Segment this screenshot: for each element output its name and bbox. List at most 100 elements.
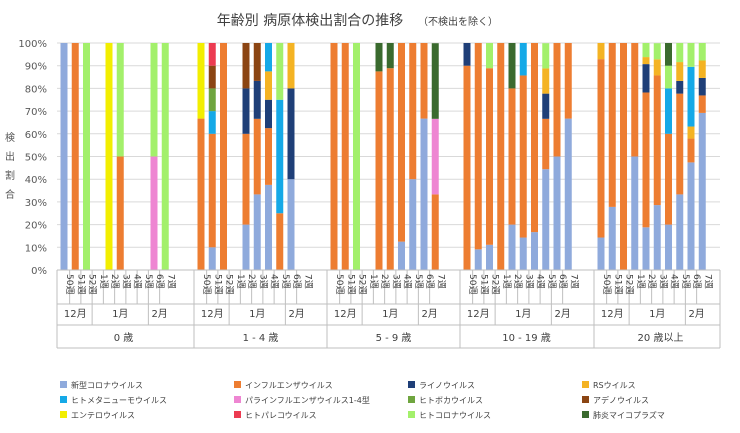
legend-label: パラインフルエンザウイルス1-4型 bbox=[245, 396, 370, 405]
x-week-label: 50週 bbox=[334, 274, 345, 294]
legend-label: アデノウイルス bbox=[593, 395, 649, 405]
legend-swatch bbox=[234, 396, 241, 403]
bar-segment bbox=[542, 43, 550, 69]
bar-segment bbox=[253, 194, 261, 270]
bar-segment bbox=[665, 43, 672, 66]
bar-segment bbox=[608, 206, 616, 270]
legend-swatch bbox=[60, 411, 67, 418]
x-month-label: 2月 bbox=[151, 308, 167, 320]
bar-segment bbox=[642, 64, 650, 93]
x-age-group-label: 5 - 9 歳 bbox=[376, 332, 412, 344]
bar-segment bbox=[597, 237, 605, 270]
x-week-label: 51週 bbox=[212, 274, 223, 294]
bar-segment bbox=[653, 75, 661, 206]
x-week-label: 2週 bbox=[246, 274, 257, 289]
x-age-group-label: 20 歳以上 bbox=[638, 332, 684, 344]
bar-segment bbox=[330, 43, 338, 270]
x-week-label: 50週 bbox=[64, 274, 75, 294]
x-month-label: 12月 bbox=[601, 308, 624, 320]
bar-segment bbox=[208, 247, 216, 270]
y-tick-label: 80% bbox=[25, 84, 47, 95]
legend-label: 新型コロナウイルス bbox=[71, 380, 143, 390]
bar-segment bbox=[431, 43, 439, 119]
x-week-label: 3週 bbox=[390, 274, 401, 289]
bar-segment bbox=[197, 118, 205, 270]
x-week-label: 5週 bbox=[680, 274, 691, 289]
bar-segment bbox=[71, 43, 79, 270]
x-month-label: 12月 bbox=[467, 308, 490, 320]
y-axis-label: 検出割合 bbox=[5, 131, 15, 201]
bar-segment bbox=[486, 244, 493, 270]
x-week-label: 52週 bbox=[87, 274, 98, 294]
x-week-label: 50週 bbox=[601, 274, 612, 294]
legend-swatch bbox=[408, 396, 415, 403]
x-month-label: 12月 bbox=[334, 308, 357, 320]
bar-segment bbox=[676, 43, 684, 63]
y-label-char: 割 bbox=[5, 169, 15, 182]
bar-segment bbox=[687, 126, 695, 139]
y-tick-label: 40% bbox=[25, 175, 47, 186]
bar-segment bbox=[208, 133, 216, 248]
x-week-label: 2週 bbox=[512, 274, 523, 289]
x-week-label: 52週 bbox=[224, 274, 235, 294]
bar-segment bbox=[665, 88, 672, 134]
x-week-label: 4週 bbox=[669, 274, 680, 289]
x-week-label: 3週 bbox=[257, 274, 268, 289]
bar-segment bbox=[276, 213, 284, 270]
legend-label: ヒトボカウイルス bbox=[419, 396, 483, 405]
legend-label: インフルエンザウイルス bbox=[245, 381, 333, 390]
y-tick-label: 70% bbox=[25, 107, 47, 118]
x-week-label: 3週 bbox=[120, 274, 131, 289]
bar-segment bbox=[83, 43, 90, 270]
bar-segment bbox=[564, 43, 572, 119]
bar-segment bbox=[698, 95, 706, 113]
bar-segment bbox=[463, 43, 471, 66]
bar-segment bbox=[409, 43, 417, 180]
x-week-label: 5週 bbox=[546, 274, 557, 289]
x-week-label: 1週 bbox=[98, 274, 109, 289]
x-week-label: 4週 bbox=[132, 274, 143, 289]
y-label-char: 検 bbox=[5, 131, 15, 144]
bar-segment bbox=[386, 43, 394, 69]
x-week-label: 5週 bbox=[280, 274, 291, 289]
x-week-label: 2週 bbox=[109, 274, 120, 289]
x-week-label: 6週 bbox=[291, 274, 302, 289]
chart-title: 年齢別 病原体検出割合の推移 bbox=[217, 12, 403, 29]
x-week-label: 4週 bbox=[402, 274, 413, 289]
x-month-label: 1月 bbox=[112, 308, 128, 320]
bar-segment bbox=[486, 43, 493, 69]
bar-segment bbox=[519, 75, 527, 238]
y-tick-label: 100% bbox=[18, 39, 47, 50]
bar-segment bbox=[265, 128, 272, 185]
x-week-label: 1週 bbox=[235, 274, 246, 289]
bar-segment bbox=[553, 156, 561, 270]
bar-segment bbox=[265, 99, 272, 129]
bar-segment bbox=[341, 43, 349, 270]
x-week-label: 50週 bbox=[201, 274, 212, 294]
x-week-label: 5週 bbox=[413, 274, 424, 289]
bar-segment bbox=[474, 249, 482, 270]
bar-segment bbox=[698, 77, 706, 96]
x-week-label: 1週 bbox=[368, 274, 379, 289]
legend-swatch bbox=[60, 396, 67, 403]
bar-segment bbox=[220, 43, 227, 270]
y-tick-label: 30% bbox=[25, 198, 47, 209]
bar-segment bbox=[287, 179, 295, 270]
bar-segment bbox=[242, 43, 250, 89]
x-week-label: 7週 bbox=[435, 274, 446, 289]
bars bbox=[60, 43, 706, 271]
x-month-label: 2月 bbox=[288, 308, 304, 320]
bar-segment bbox=[665, 133, 672, 225]
bar-segment bbox=[116, 156, 124, 270]
bar-segment bbox=[276, 99, 284, 214]
bar-segment bbox=[409, 179, 417, 270]
x-week-label: 6週 bbox=[154, 274, 165, 289]
bar-segment bbox=[597, 59, 605, 238]
bar-segment bbox=[519, 43, 527, 76]
bar-segment bbox=[553, 43, 561, 157]
bar-segment bbox=[676, 93, 684, 195]
bar-segment bbox=[508, 224, 516, 270]
bar-segment bbox=[208, 65, 216, 89]
bar-segment bbox=[542, 118, 550, 170]
